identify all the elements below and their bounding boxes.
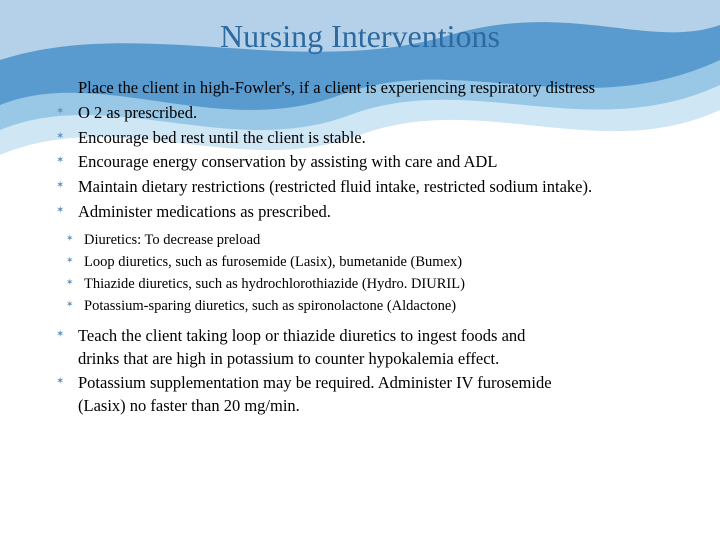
list-item: Administer medications as prescribed.	[62, 201, 680, 224]
list-item-text-cont: drinks that are high in potassium to cou…	[78, 349, 499, 368]
page-title: Nursing Interventions	[40, 18, 680, 55]
sub-list-item: Potassium-sparing diuretics, such as spi…	[70, 296, 680, 316]
slide-content: Nursing Interventions Place the client i…	[0, 0, 720, 418]
list-item-text: Teach the client taking loop or thiazide…	[78, 326, 525, 345]
sub-list: Diuretics: To decrease preload Loop diur…	[40, 230, 680, 317]
list-item: Place the client in high-Fowler's, if a …	[62, 77, 680, 100]
list-item: Encourage energy conservation by assisti…	[62, 151, 680, 174]
sub-list-item: Thiazide diuretics, such as hydrochlorot…	[70, 274, 680, 294]
list-item: Potassium supplementation may be require…	[62, 372, 680, 418]
list-item: Maintain dietary restrictions (restricte…	[62, 176, 680, 199]
list-item: Encourage bed rest until the client is s…	[62, 127, 680, 150]
tail-list: Teach the client taking loop or thiazide…	[40, 325, 680, 418]
list-item: O 2 as prescribed.	[62, 102, 680, 125]
list-item-text-cont: (Lasix) no faster than 20 mg/min.	[78, 396, 300, 415]
sub-list-item: Diuretics: To decrease preload	[70, 230, 680, 250]
sub-list-item: Loop diuretics, such as furosemide (Lasi…	[70, 252, 680, 272]
list-item: Teach the client taking loop or thiazide…	[62, 325, 680, 371]
main-list: Place the client in high-Fowler's, if a …	[40, 77, 680, 224]
list-item-text: Potassium supplementation may be require…	[78, 373, 552, 392]
